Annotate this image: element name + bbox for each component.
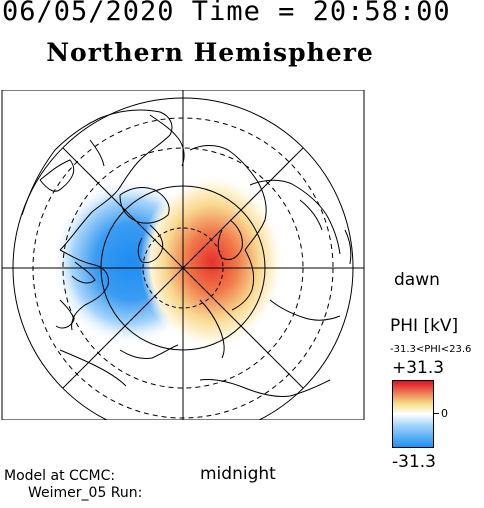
- credit-line-2: Weimer_05 Run:: [28, 485, 143, 501]
- polar-map: [1, 90, 365, 420]
- colorbar-range: -31.3<PHI<23.6: [390, 344, 472, 355]
- colorbar: [392, 380, 434, 448]
- colorbar-mid-label: 0: [441, 407, 448, 420]
- midnight-label: midnight: [200, 464, 276, 484]
- colorbar-tick: [434, 413, 439, 414]
- colorbar-title: PHI [kV]: [390, 316, 459, 336]
- colorbar-max-label: +31.3: [392, 358, 445, 378]
- positive-cell: [140, 174, 284, 350]
- meridian-lines: [2, 90, 364, 420]
- colorbar-min-label: -31.3: [392, 452, 436, 472]
- credit-line-1: Model at CCMC:: [4, 468, 116, 484]
- dawn-label: dawn: [394, 270, 440, 290]
- datetime-title: 06/05/2020 Time = 20:58:00: [2, 0, 451, 27]
- map-frame: [1, 90, 365, 420]
- hemisphere-title: Northern Hemisphere: [46, 38, 374, 67]
